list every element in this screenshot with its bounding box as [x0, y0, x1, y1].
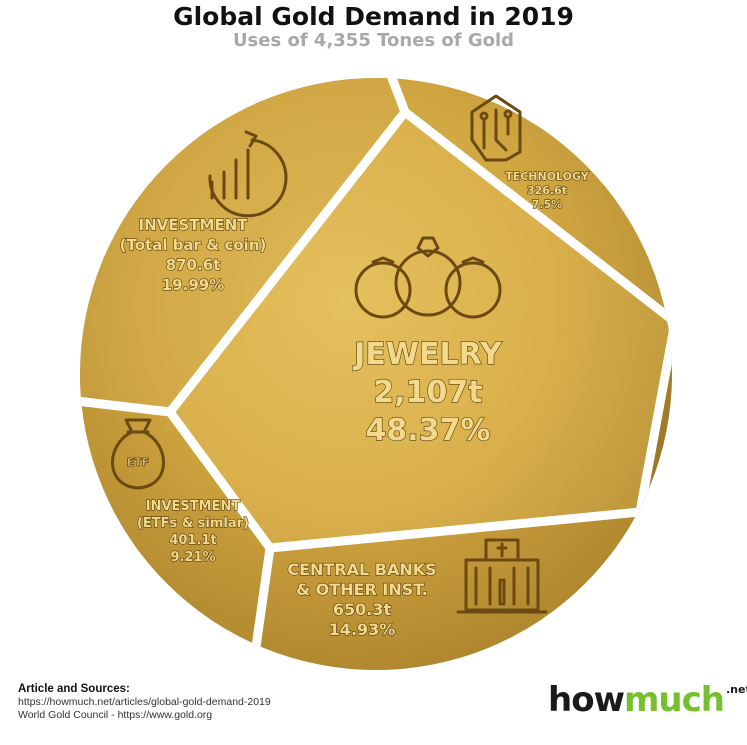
source-link-article[interactable]: https://howmuch.net/articles/global-gold… [18, 696, 271, 708]
slice-label-4: INVESTMENT (Total bar & coin) 870.6t 19.99% [119, 215, 267, 294]
slice-label-line: (Total bar & coin) [120, 236, 267, 254]
segment-separator [635, 317, 672, 517]
slice-label-line: 14.93% [329, 620, 396, 639]
rings-icon [354, 236, 502, 319]
chart-title: Global Gold Demand in 2019 [173, 2, 574, 31]
slice-label-line: 401.1t [169, 533, 216, 548]
segment-separator [165, 107, 410, 417]
slice-label-line: (ETFs & simlar) [137, 516, 249, 531]
howmuch-logo[interactable]: howmuch.net [548, 680, 747, 720]
circuit-chip-icon [470, 94, 522, 162]
sources-block: Article and Sources: https://howmuch.net… [18, 683, 271, 722]
segment-separator [670, 317, 672, 335]
chart-subtitle: Uses of 4,355 Tones of Gold [232, 30, 515, 51]
segment-separator [80, 387, 175, 417]
segment-separator [265, 507, 645, 553]
segment-separator [387, 78, 410, 117]
brand-how: how [548, 680, 625, 720]
slice-label-line: 326.6t [527, 184, 567, 197]
segment-separator [387, 78, 435, 83]
slice-label-line: 48.37% [366, 413, 491, 448]
bar-chart-growth-icon [208, 130, 288, 218]
bank-building-icon [456, 538, 548, 614]
etf-bag-text: ETF [127, 456, 150, 469]
sources-heading: Article and Sources: [18, 683, 130, 695]
slice-label-line: INVESTMENT [139, 216, 249, 234]
segment-separator [400, 107, 672, 327]
slice-label-line: 7.5% [532, 198, 563, 211]
slice-label-3: INVESTMENT (ETFs & simlar) 401.1t 9.21% [136, 498, 249, 565]
slice-label-line: 2,107t [373, 375, 482, 410]
slice-label-line: & OTHER INST. [296, 580, 428, 599]
brand-much: much [623, 680, 725, 720]
segment-separator [635, 500, 672, 517]
slice-label-line: 19.99% [162, 276, 224, 294]
slice-label-line: 650.3t [333, 600, 392, 619]
slice-label-line: 9.21% [170, 550, 215, 565]
brand-net: .net [725, 683, 747, 696]
etf-moneybag-icon: ETF [111, 418, 165, 490]
slice-jewelry [170, 112, 672, 548]
slice-label-line: 870.6t [166, 256, 221, 274]
source-link-wgc[interactable]: World Gold Council - https://www.gold.or… [18, 709, 213, 721]
slice-label-line: TECHNOLOGY [505, 170, 590, 183]
slice-label-line: INVESTMENT [146, 499, 241, 514]
slice-label-line: JEWELRY [352, 337, 503, 372]
segment-separator [165, 407, 275, 553]
slice-label-line: CENTRAL BANKS [287, 560, 436, 579]
